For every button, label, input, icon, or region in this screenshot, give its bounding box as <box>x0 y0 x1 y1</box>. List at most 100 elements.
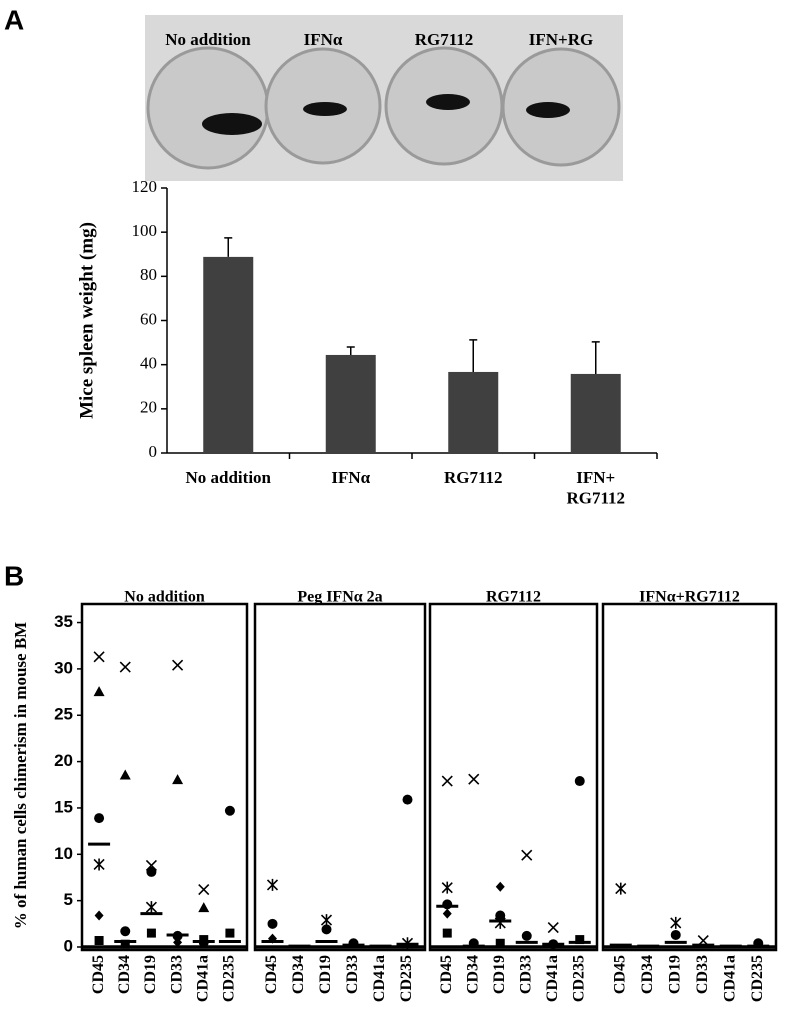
point <box>224 805 235 816</box>
subplot-title: RG7112 <box>486 589 541 606</box>
point <box>199 935 209 945</box>
x-tick-label: CD235 <box>398 955 415 1002</box>
point <box>172 774 184 785</box>
point <box>225 928 235 938</box>
x-tick-label: CD33 <box>168 955 185 994</box>
y-axis-label: Mice spleen weight (mg) <box>76 222 97 419</box>
y-tick-label: 5 <box>64 890 73 909</box>
point <box>119 661 131 673</box>
bar <box>325 354 376 453</box>
point <box>145 901 157 914</box>
point <box>495 881 505 892</box>
dish <box>146 46 270 170</box>
x-tick-label: CD34 <box>290 955 307 994</box>
spleens <box>202 94 570 135</box>
point <box>320 914 333 927</box>
point <box>521 930 532 941</box>
x-tick-label: RG7112 <box>444 468 503 487</box>
bar <box>570 373 621 453</box>
y-tick-label: 20 <box>140 398 157 417</box>
photo-label: IFN+RG <box>529 30 593 49</box>
x-tick-label: CD235 <box>749 955 766 1002</box>
bar <box>448 371 499 453</box>
x-tick-label: CD19 <box>142 955 159 994</box>
y-tick-label: 120 <box>132 177 158 196</box>
x-tick-label: CD41a <box>194 955 211 1002</box>
point <box>521 849 533 861</box>
plot-frame <box>80 602 249 952</box>
point <box>146 866 157 877</box>
x-tick-label: CD34 <box>116 955 133 994</box>
point <box>348 938 359 949</box>
photo-label: IFNα <box>304 30 343 49</box>
x-tick-label: CD45 <box>90 955 107 994</box>
x-tick-label: CD34 <box>464 955 481 994</box>
y-tick-label: 40 <box>140 354 157 373</box>
point <box>442 899 453 910</box>
point <box>172 659 184 671</box>
point <box>670 916 682 929</box>
spleen <box>202 113 262 135</box>
point <box>94 813 105 824</box>
point <box>146 928 156 938</box>
plot-frame <box>601 602 778 952</box>
plot-frame <box>428 602 599 952</box>
subplot-title: Peg IFNα 2a <box>297 589 382 606</box>
photo-label: No addition <box>165 30 251 49</box>
point <box>93 858 105 871</box>
error-bar <box>224 237 233 257</box>
point <box>119 769 131 780</box>
photo-label: RG7112 <box>415 30 474 49</box>
y-tick-label: 15 <box>54 797 73 816</box>
x-tick-label: CD41a <box>544 955 561 1002</box>
point <box>198 902 210 913</box>
spleen <box>526 102 570 118</box>
x-tick-label: CD33 <box>517 955 534 994</box>
spleen <box>303 102 347 116</box>
x-tick-label: CD33 <box>694 955 711 994</box>
point <box>547 921 559 934</box>
point <box>266 878 279 891</box>
error-bar <box>346 346 355 355</box>
point <box>495 910 506 921</box>
point <box>173 937 183 948</box>
y-tick-label: 60 <box>140 309 157 328</box>
subplot-title: IFNα+RG7112 <box>639 589 740 606</box>
petri-dishes <box>146 46 621 170</box>
x-tick-label: CD33 <box>344 955 361 994</box>
point <box>468 773 480 785</box>
point <box>321 924 332 935</box>
point <box>574 776 585 787</box>
point <box>402 794 413 805</box>
x-tick-label: CD34 <box>639 955 656 994</box>
y-tick-label: 0 <box>149 442 158 461</box>
point <box>441 775 453 787</box>
x-tick-label: CD41a <box>371 955 388 1002</box>
point <box>93 686 105 697</box>
x-tick-label: No addition <box>186 468 272 487</box>
point <box>94 910 104 921</box>
subplot-title: No addition <box>124 589 205 606</box>
point <box>670 929 681 940</box>
y-tick-label: 100 <box>132 221 158 240</box>
x-tick-label: CD235 <box>570 955 587 1002</box>
x-tick-label: IFN+ RG7112 <box>566 468 625 507</box>
x-tick-label: CD45 <box>263 955 280 994</box>
error-bar <box>469 339 478 372</box>
y-tick-label: 20 <box>54 751 73 770</box>
panel-label: B <box>4 560 24 591</box>
x-tick-label: CD19 <box>317 955 334 994</box>
point <box>267 918 278 929</box>
point <box>441 881 453 894</box>
bar <box>203 256 254 453</box>
point <box>615 882 627 895</box>
spleen <box>426 94 470 110</box>
point <box>575 935 585 945</box>
x-tick-label: CD45 <box>611 955 628 994</box>
plot-frame <box>253 602 427 952</box>
y-tick-label: 35 <box>54 612 73 631</box>
x-tick-label: CD19 <box>491 955 508 994</box>
x-tick-label: CD235 <box>221 955 238 1002</box>
point <box>120 939 130 949</box>
